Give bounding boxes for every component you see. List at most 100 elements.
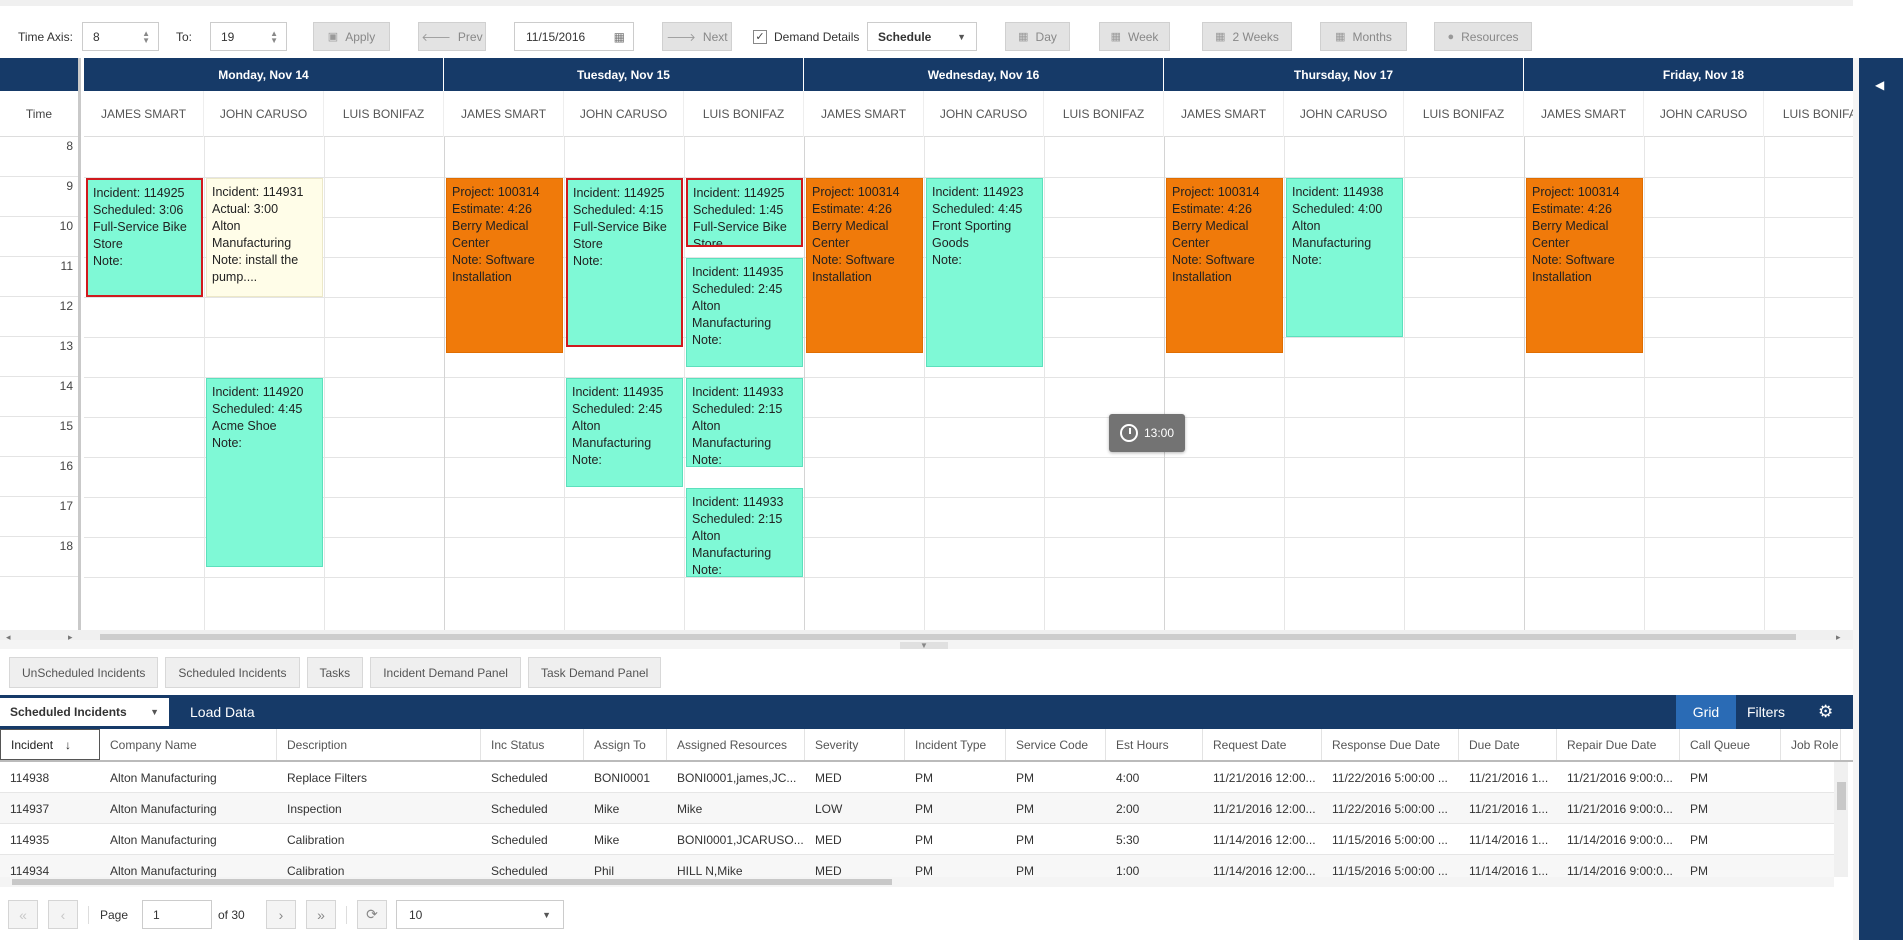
resource-header[interactable]: JOHN CARUSO (924, 91, 1044, 137)
chevron-down-icon[interactable]: ▼ (900, 642, 948, 650)
resources-button[interactable]: ● Resources (1434, 22, 1532, 51)
view-select[interactable]: Schedule ▼ (867, 22, 977, 51)
scroll-right-icon[interactable]: ▸ (68, 632, 73, 642)
months-view-button[interactable]: ▦ Months (1320, 22, 1407, 51)
scroll-thumb[interactable] (12, 879, 892, 885)
resource-header[interactable]: JOHN CARUSO (1644, 91, 1764, 137)
day-header[interactable]: Thursday, Nov 17 (1164, 58, 1524, 91)
column-header[interactable]: Due Date (1459, 729, 1557, 760)
sort-descending-icon[interactable]: ↓ (65, 737, 72, 752)
column-header[interactable]: Call Queue (1680, 729, 1781, 760)
day-header[interactable]: Wednesday, Nov 16 (804, 58, 1164, 91)
resource-header[interactable]: JOHN CARUSO (204, 91, 324, 137)
resource-header[interactable]: LUIS BONIFAZ (1044, 91, 1164, 137)
column-header[interactable]: Repair Due Date (1557, 729, 1680, 760)
column-header[interactable]: Incident Type (905, 729, 1006, 760)
schedule-event[interactable]: Incident: 114925 Scheduled: 4:15 Full-Serv… (566, 178, 683, 347)
resource-header[interactable]: JAMES SMART (444, 91, 564, 137)
schedule-event[interactable]: Incident: 114925 Scheduled: 1:45 Full-Serv… (686, 178, 803, 247)
schedule-event[interactable]: Project: 100314 Estimate: 4:26 Berry Medic… (806, 178, 923, 353)
day-header[interactable]: Friday, Nov 18 (1524, 58, 1853, 91)
resource-header[interactable]: LUIS BONIFAZ (324, 91, 444, 137)
schedule-event[interactable]: Incident: 114920 Scheduled: 4:45 Acme Shoe… (206, 378, 323, 567)
next-page-button[interactable]: › (266, 900, 296, 929)
column-header[interactable]: Incident ↓ (0, 729, 100, 760)
checkbox-checked-icon[interactable]: ✓ (753, 29, 767, 44)
demand-tab[interactable]: Incident Demand Panel (370, 657, 521, 688)
column-header[interactable]: Response Due Date (1322, 729, 1459, 760)
date-picker[interactable]: 11/15/2016 ▦ (514, 22, 634, 51)
table-row[interactable]: 114935 Alton Manufacturing Calibration Sche… (0, 824, 1834, 855)
demand-tab[interactable]: Task Demand Panel (527, 657, 662, 688)
time-axis-end-spinner[interactable]: 19 ▲ ▼ (210, 22, 287, 51)
day-header[interactable]: Monday, Nov 14 (84, 58, 444, 91)
schedule-event[interactable]: Incident: 114938 Scheduled: 4:00 Alton Manu… (1286, 178, 1403, 337)
scroll-left-icon[interactable]: ◂ (6, 632, 11, 642)
calendar-icon[interactable]: ▦ (613, 29, 625, 44)
refresh-button[interactable]: ⟳ (357, 900, 387, 929)
schedule-event[interactable]: Project: 100314 Estimate: 4:26 Berry Medic… (1166, 178, 1283, 353)
expand-left-icon[interactable]: ◀ (1875, 78, 1885, 92)
scroll-thumb[interactable] (1837, 782, 1846, 810)
prev-page-button[interactable]: ‹ (48, 900, 78, 929)
column-header[interactable]: Job Role (1781, 729, 1841, 760)
prev-button[interactable]: 🡐 Prev (418, 22, 486, 51)
grid-source-select[interactable]: Scheduled Incidents ▼ (0, 698, 169, 726)
resource-header[interactable]: JAMES SMART (804, 91, 924, 137)
column-header[interactable]: Description (277, 729, 481, 760)
spinner-arrows-icon[interactable]: ▲ ▼ (270, 28, 278, 45)
scroll-right-icon[interactable]: ▸ (1836, 632, 1841, 642)
demand-tab[interactable]: Scheduled Incidents (165, 657, 300, 688)
schedule-event[interactable]: Incident: 114933 Scheduled: 2:15 Alton Manu… (686, 488, 803, 577)
resource-header[interactable]: JAMES SMART (1164, 91, 1284, 137)
time-axis-start-spinner[interactable]: 8 ▲ ▼ (82, 22, 159, 51)
column-header[interactable]: Request Date (1203, 729, 1322, 760)
demand-tab[interactable]: UnScheduled Incidents (9, 657, 159, 688)
schedule-grid[interactable]: Incident: 114925 Scheduled: 3:06 Full-Serv… (84, 137, 1853, 633)
load-data-button[interactable]: Load Data (190, 704, 255, 720)
resource-header[interactable]: LUIS BONIFAZ (684, 91, 804, 137)
column-header[interactable]: Assigned Resources (667, 729, 805, 760)
column-header[interactable]: Est Hours (1106, 729, 1203, 760)
resource-header[interactable]: LUIS BONIFAZ (1404, 91, 1524, 137)
grid-tab[interactable]: Grid (1676, 695, 1736, 729)
grid-vertical-scrollbar[interactable] (1834, 762, 1848, 877)
column-header[interactable]: Inc Status (481, 729, 584, 760)
resource-header[interactable]: JOHN CARUSO (1284, 91, 1404, 137)
resource-header[interactable]: LUIS BONIFAZ (1764, 91, 1853, 137)
schedule-event[interactable]: Incident: 114925 Scheduled: 3:06 Full-Serv… (86, 178, 203, 297)
schedule-event[interactable]: Incident: 114935 Scheduled: 2:45 Alton Manu… (686, 258, 803, 367)
day-view-button[interactable]: ▦ Day (1005, 22, 1070, 51)
last-page-button[interactable]: » (306, 900, 336, 929)
schedule-event[interactable]: Incident: 114935 Scheduled: 2:45 Alton Manu… (566, 378, 683, 487)
schedule-event[interactable]: Incident: 114931 Actual: 3:00 Alton Manufac… (206, 178, 323, 297)
resource-header[interactable]: JAMES SMART (1524, 91, 1644, 137)
resource-header[interactable]: JOHN CARUSO (564, 91, 684, 137)
week-view-button[interactable]: ▦ Week (1099, 22, 1170, 51)
schedule-event[interactable]: Incident: 114933 Scheduled: 2:15 Alton Manu… (686, 378, 803, 467)
two-weeks-view-button[interactable]: ▦ 2 Weeks (1202, 22, 1292, 51)
grid-horizontal-scrollbar[interactable] (0, 877, 1834, 887)
next-button[interactable]: 🡒 Next (662, 22, 732, 51)
table-row[interactable]: 114938 Alton Manufacturing Replace Filters… (0, 762, 1834, 793)
filters-tab[interactable]: Filters (1746, 704, 1786, 720)
table-row[interactable]: 114937 Alton Manufacturing Inspection Sched… (0, 793, 1834, 824)
schedule-event[interactable]: Project: 100314 Estimate: 4:26 Berry Medic… (1526, 178, 1643, 353)
side-panel-rail[interactable]: ◀ (1859, 58, 1903, 940)
schedule-event[interactable]: Incident: 114923 Scheduled: 4:45 Front Spo… (926, 178, 1043, 367)
schedule-event[interactable]: Project: 100314 Estimate: 4:26 Berry Medic… (446, 178, 563, 353)
page-input[interactable]: 1 (142, 900, 212, 929)
demand-details-checkbox[interactable]: ✓ Demand Details (753, 22, 859, 51)
gear-icon[interactable]: ⚙ (1818, 702, 1834, 721)
column-header[interactable]: Severity (805, 729, 905, 760)
column-header[interactable]: Company Name (100, 729, 277, 760)
day-header[interactable]: Tuesday, Nov 15 (444, 58, 804, 91)
apply-button[interactable]: ▣ Apply (313, 22, 390, 51)
first-page-button[interactable]: « (8, 900, 38, 929)
resource-header[interactable]: JAMES SMART (84, 91, 204, 137)
column-header[interactable]: Service Code (1006, 729, 1106, 760)
column-header[interactable]: Assign To (584, 729, 667, 760)
spinner-arrows-icon[interactable]: ▲ ▼ (142, 28, 150, 45)
scroll-thumb[interactable] (100, 634, 1796, 643)
page-size-select[interactable]: 10 ▼ (396, 900, 564, 929)
